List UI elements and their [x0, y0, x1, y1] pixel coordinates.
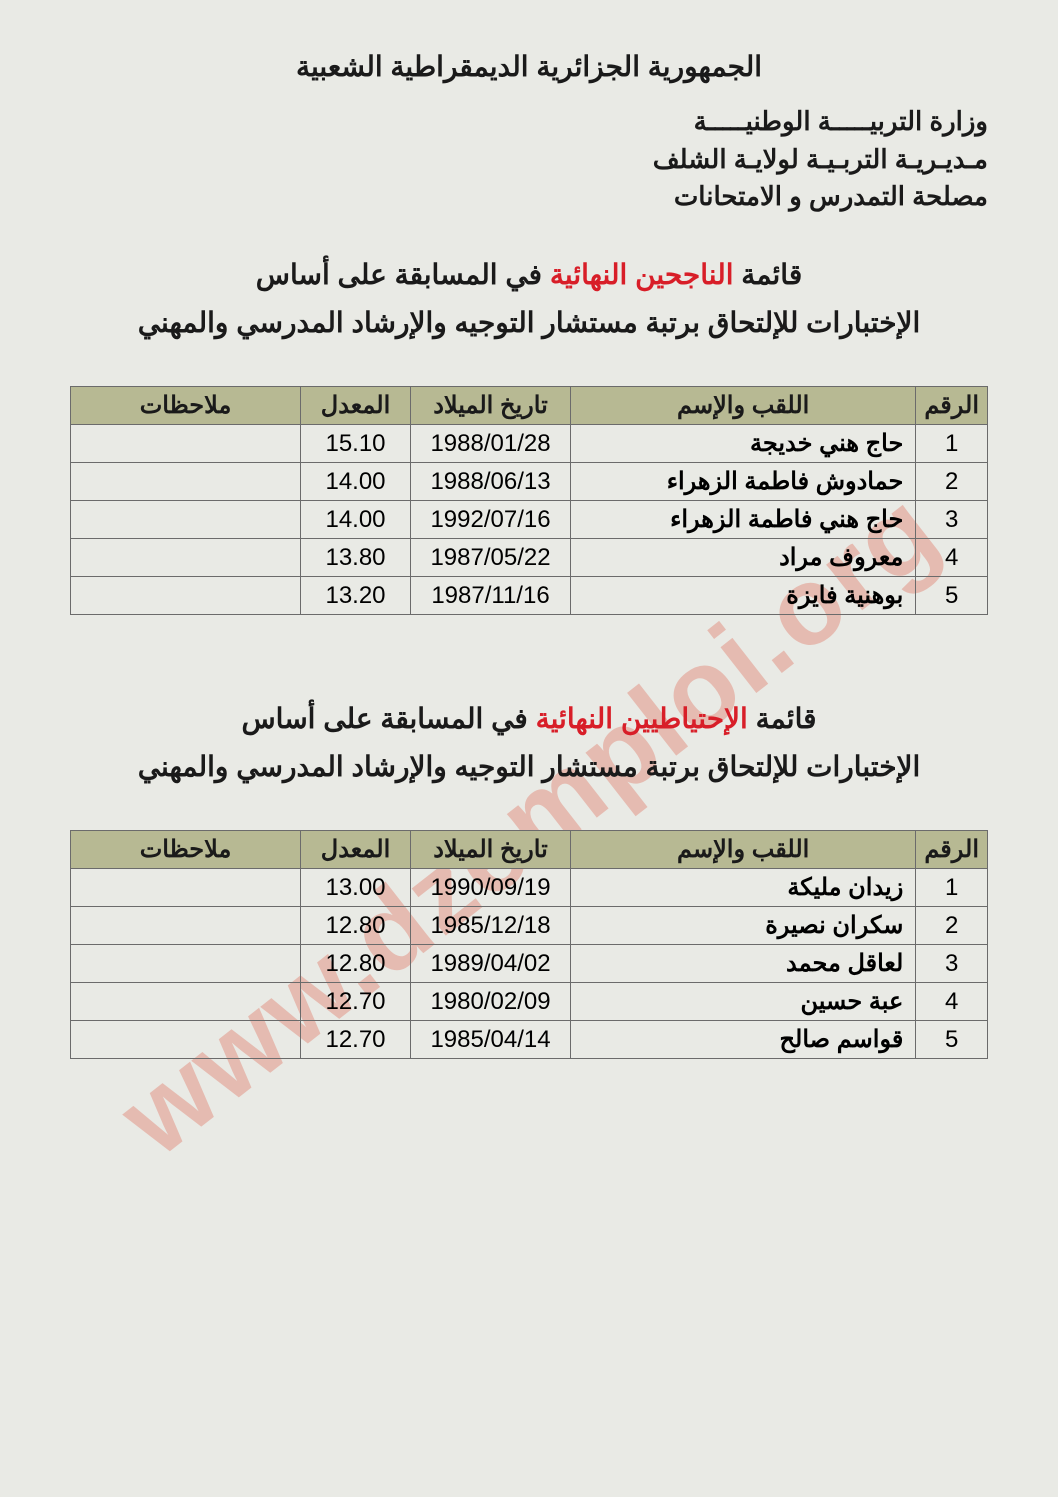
directorate-line: مـديـريـة التربـيـة لولايـة الشلف [70, 141, 988, 179]
s2-title-prefix: قائمة [748, 703, 817, 734]
cell-name: بوهنية فايزة [571, 577, 916, 615]
s1-title-suffix: في المسابقة على أساس [256, 259, 550, 290]
s1-title2: الإختبارات للإلتحاق برتبة مستشار التوجيه… [70, 299, 988, 347]
cell-notes [71, 577, 301, 615]
cell-dob: 1987/05/22 [411, 539, 571, 577]
cell-avg: 13.20 [301, 577, 411, 615]
cell-dob: 1988/06/13 [411, 463, 571, 501]
cell-avg: 12.70 [301, 983, 411, 1021]
cell-dob: 1989/04/02 [411, 945, 571, 983]
section1-title: قائمة الناجحين النهائية في المسابقة على … [70, 251, 988, 346]
section2-title: قائمة الإحتياطيين النهائية في المسابقة ع… [70, 695, 988, 790]
s2-title-suffix: في المسابقة على أساس [242, 703, 536, 734]
table-row: 4عبة حسين1980/02/0912.70 [71, 983, 988, 1021]
table-row: 2سكران نصيرة1985/12/1812.80 [71, 907, 988, 945]
cell-notes [71, 425, 301, 463]
cell-dob: 1985/12/18 [411, 907, 571, 945]
cell-notes [71, 907, 301, 945]
cell-avg: 12.70 [301, 1021, 411, 1059]
section2-table: الرقم اللقب والإسم تاريخ الميلاد المعدل … [70, 830, 988, 1059]
cell-notes [71, 463, 301, 501]
cell-num: 3 [916, 945, 988, 983]
cell-notes [71, 1021, 301, 1059]
cell-name: معروف مراد [571, 539, 916, 577]
s2-title-red: الإحتياطيين النهائية [536, 703, 748, 734]
ministry-line: وزارة التربيـــــة الوطنيـــــة [70, 103, 988, 141]
s1-title-red: الناجحين النهائية [550, 259, 734, 290]
cell-name: عبة حسين [571, 983, 916, 1021]
cell-name: سكران نصيرة [571, 907, 916, 945]
cell-notes [71, 945, 301, 983]
cell-name: حمادوش فاطمة الزهراء [571, 463, 916, 501]
cell-avg: 13.00 [301, 869, 411, 907]
col-notes: ملاحظات [71, 831, 301, 869]
col-dob: تاريخ الميلاد [411, 831, 571, 869]
table-row: 1زيدان مليكة1990/09/1913.00 [71, 869, 988, 907]
col-num: الرقم [916, 387, 988, 425]
cell-avg: 12.80 [301, 907, 411, 945]
col-name: اللقب والإسم [571, 831, 916, 869]
cell-num: 2 [916, 463, 988, 501]
col-name: اللقب والإسم [571, 387, 916, 425]
col-avg: المعدل [301, 831, 411, 869]
cell-avg: 13.80 [301, 539, 411, 577]
cell-num: 2 [916, 907, 988, 945]
cell-num: 1 [916, 869, 988, 907]
cell-dob: 1980/02/09 [411, 983, 571, 1021]
cell-dob: 1985/04/14 [411, 1021, 571, 1059]
cell-num: 1 [916, 425, 988, 463]
col-dob: تاريخ الميلاد [411, 387, 571, 425]
cell-num: 3 [916, 501, 988, 539]
cell-avg: 14.00 [301, 463, 411, 501]
cell-name: لعاقل محمد [571, 945, 916, 983]
col-num: الرقم [916, 831, 988, 869]
col-notes: ملاحظات [71, 387, 301, 425]
table-row: 3حاج هني فاطمة الزهراء1992/07/1614.00 [71, 501, 988, 539]
department-line: مصلحة التمدرس و الامتحانات [70, 178, 988, 216]
s1-title-prefix: قائمة [734, 259, 803, 290]
cell-dob: 1990/09/19 [411, 869, 571, 907]
cell-avg: 15.10 [301, 425, 411, 463]
cell-num: 4 [916, 539, 988, 577]
s2-title2: الإختبارات للإلتحاق برتبة مستشار التوجيه… [70, 743, 988, 791]
table-row: 4معروف مراد1987/05/2213.80 [71, 539, 988, 577]
cell-notes [71, 501, 301, 539]
table-row: 1حاج هني خديجة1988/01/2815.10 [71, 425, 988, 463]
cell-name: زيدان مليكة [571, 869, 916, 907]
cell-dob: 1987/11/16 [411, 577, 571, 615]
cell-dob: 1992/07/16 [411, 501, 571, 539]
cell-num: 4 [916, 983, 988, 1021]
cell-avg: 14.00 [301, 501, 411, 539]
section1-rows: 1حاج هني خديجة1988/01/2815.102حمادوش فاط… [71, 425, 988, 615]
cell-num: 5 [916, 1021, 988, 1059]
cell-num: 5 [916, 577, 988, 615]
cell-notes [71, 539, 301, 577]
col-avg: المعدل [301, 387, 411, 425]
section2-rows: 1زيدان مليكة1990/09/1913.002سكران نصيرة1… [71, 869, 988, 1059]
table-row: 5قواسم صالح1985/04/1412.70 [71, 1021, 988, 1059]
section1-table: الرقم اللقب والإسم تاريخ الميلاد المعدل … [70, 386, 988, 615]
cell-notes [71, 869, 301, 907]
cell-avg: 12.80 [301, 945, 411, 983]
cell-name: قواسم صالح [571, 1021, 916, 1059]
cell-notes [71, 983, 301, 1021]
cell-name: حاج هني فاطمة الزهراء [571, 501, 916, 539]
table-row: 3لعاقل محمد1989/04/0212.80 [71, 945, 988, 983]
cell-name: حاج هني خديجة [571, 425, 916, 463]
table-row: 5بوهنية فايزة1987/11/1613.20 [71, 577, 988, 615]
country-title: الجمهورية الجزائرية الديمقراطية الشعبية [70, 50, 988, 83]
cell-dob: 1988/01/28 [411, 425, 571, 463]
table-row: 2حمادوش فاطمة الزهراء1988/06/1314.00 [71, 463, 988, 501]
